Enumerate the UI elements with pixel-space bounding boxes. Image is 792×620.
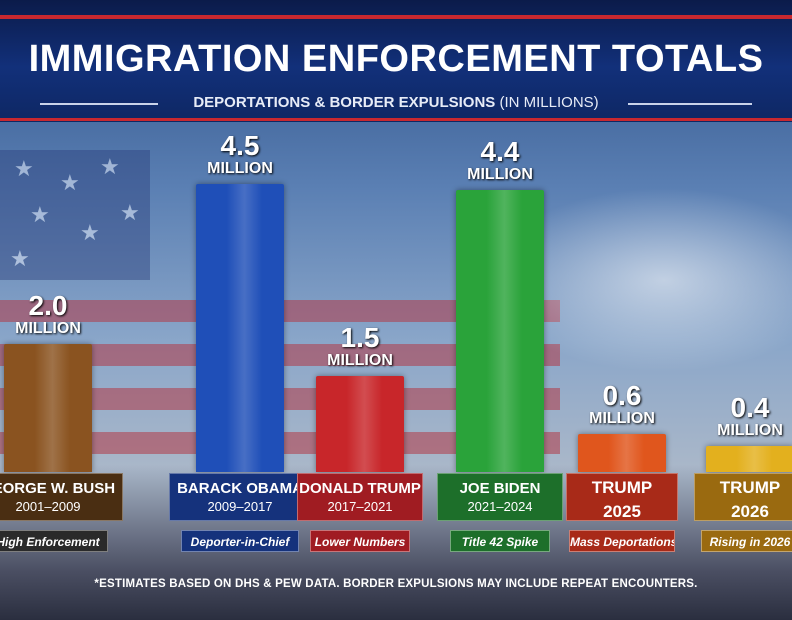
- value-label-6: 0.4 MILLION: [690, 394, 792, 440]
- bar-1: [4, 344, 92, 472]
- value-number: 0.6: [602, 379, 642, 411]
- value-label-2: 4.5 MILLION: [180, 132, 300, 178]
- category-period: 2009–2017: [207, 499, 273, 514]
- subtitle-main: DEPORTATIONS & BORDER EXPULSIONS: [193, 94, 496, 111]
- subtitle-paren: (IN MILLIONS): [499, 94, 599, 111]
- value-label-4: 4.4 MILLION: [440, 138, 560, 184]
- bar-2: [196, 184, 284, 472]
- tag-label-1: High Enforcement: [0, 530, 108, 552]
- tag-label-4: Title 42 Spike: [450, 530, 550, 552]
- category-name: JOE BIDEN: [459, 480, 541, 497]
- category-label-3: DONALD TRUMP 2017–2021: [297, 473, 423, 521]
- category-label-2: BARACK OBAMA 2009–2017: [169, 473, 311, 521]
- value-number: 2.0: [28, 290, 68, 321]
- category-year: 2025: [603, 502, 641, 521]
- bar-4: [456, 190, 544, 472]
- value-unit: MILLION: [15, 320, 81, 337]
- value-unit: MILLION: [589, 409, 655, 427]
- value-label-1: 2.0 MILLION: [0, 292, 108, 338]
- bar-5: [578, 433, 666, 472]
- category-period: 2021–2024: [467, 499, 533, 514]
- value-number: 0.4: [730, 392, 770, 424]
- category-year: 2026: [731, 502, 769, 521]
- category-name: TRUMP: [591, 478, 653, 497]
- category-name: DONALD TRUMP: [299, 480, 421, 497]
- header-banner: IMMIGRATION ENFORCEMENT TOTALS DEPORTATI…: [0, 0, 792, 122]
- category-period: 2001–2009: [15, 499, 81, 514]
- tag-label-2: Deporter-in-Chief: [181, 530, 299, 552]
- value-number: 4.5: [220, 130, 260, 161]
- category-label-6: TRUMP 2026: [694, 473, 792, 521]
- bar-3: [316, 376, 404, 472]
- category-label-4: JOE BIDEN 2021–2024: [437, 473, 563, 521]
- value-unit: MILLION: [327, 352, 393, 369]
- value-label-3: 1.5 MILLION: [300, 324, 420, 370]
- value-unit: MILLION: [467, 166, 533, 184]
- tag-label-6: Rising in 2026: [701, 530, 792, 552]
- page-title: IMMIGRATION ENFORCEMENT TOTALS: [28, 38, 764, 80]
- tag-label-5: Mass Deportations: [569, 530, 675, 552]
- value-number: 4.4: [480, 136, 520, 168]
- category-name: BARACK OBAMA: [177, 480, 303, 497]
- bar-6: [706, 446, 792, 472]
- category-label-5: TRUMP 2025: [566, 473, 678, 521]
- value-label-5: 0.6 MILLION: [562, 379, 682, 428]
- value-unit: MILLION: [207, 160, 273, 177]
- category-name: TRUMP: [719, 478, 781, 497]
- category-label-1: GEORGE W. BUSH 2001–2009: [0, 473, 123, 521]
- value-number: 1.5: [340, 322, 380, 353]
- tag-label-3: Lower Numbers: [310, 530, 410, 552]
- value-unit: MILLION: [717, 422, 783, 440]
- subtitle: DEPORTATIONS & BORDER EXPULSIONS (IN MIL…: [0, 94, 792, 111]
- category-name: GEORGE W. BUSH: [0, 480, 116, 497]
- category-period: 2017–2021: [327, 499, 393, 514]
- footnote: *ESTIMATES BASED ON DHS & PEW DATA. BORD…: [94, 578, 698, 590]
